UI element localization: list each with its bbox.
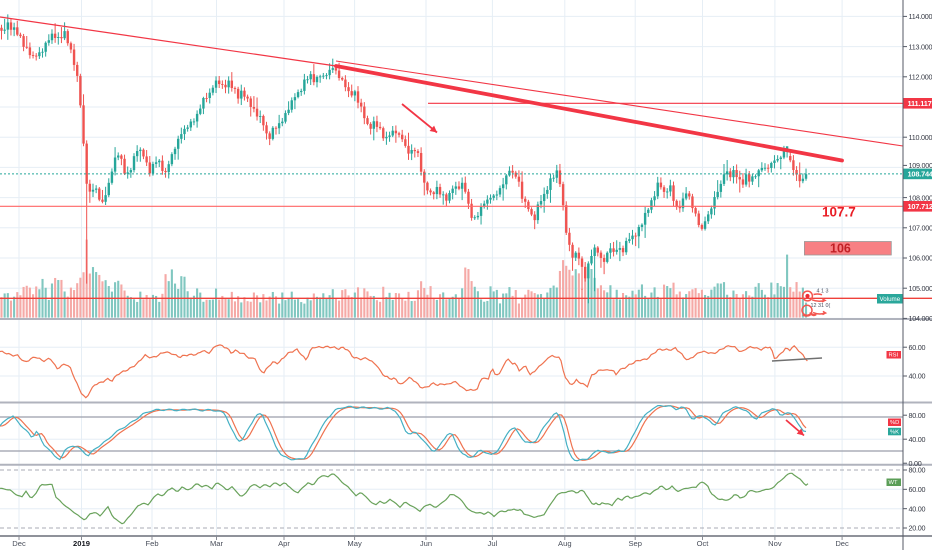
svg-text:Aug: Aug: [558, 539, 572, 548]
svg-text:60.00: 60.00: [909, 343, 926, 352]
svg-text:Jul: Jul: [488, 539, 498, 548]
svg-text:80.00: 80.00: [909, 411, 926, 420]
svg-text:40.00: 40.00: [909, 372, 926, 381]
svg-text:%D: %D: [890, 420, 899, 426]
svg-text:112.000: 112.000: [909, 73, 932, 82]
svg-text:Mar: Mar: [210, 539, 224, 548]
svg-text:106.000: 106.000: [909, 254, 932, 263]
svg-text:Volume: Volume: [880, 296, 901, 303]
svg-text:113.000: 113.000: [909, 42, 932, 51]
svg-text:60.00: 60.00: [909, 485, 926, 494]
svg-text:109.000: 109.000: [909, 161, 932, 170]
svg-text:114.000: 114.000: [909, 12, 932, 21]
svg-text:110.000: 110.000: [909, 133, 932, 142]
svg-text:105.000: 105.000: [909, 284, 932, 293]
svg-text:Apr: Apr: [278, 539, 290, 548]
svg-text:107.712: 107.712: [908, 202, 932, 211]
svg-text:Feb: Feb: [145, 539, 158, 548]
svg-text:107.7: 107.7: [822, 205, 856, 220]
svg-text:104.000: 104.000: [909, 314, 932, 323]
svg-text:Sep: Sep: [628, 539, 642, 548]
svg-text:0.00: 0.00: [909, 459, 922, 468]
svg-text:108.000: 108.000: [909, 193, 932, 202]
svg-text:WT: WT: [889, 480, 898, 486]
svg-text:Oct: Oct: [697, 539, 710, 548]
svg-text:80.00: 80.00: [909, 466, 926, 475]
svg-text:May: May: [347, 539, 362, 548]
svg-text:107.000: 107.000: [909, 224, 932, 233]
svg-text:Dec: Dec: [835, 539, 849, 548]
svg-text:106: 106: [830, 242, 851, 256]
svg-text:108.744: 108.744: [908, 170, 932, 179]
svg-text:2019: 2019: [73, 539, 90, 548]
svg-text:40.00: 40.00: [909, 504, 926, 513]
svg-text:Nov: Nov: [768, 539, 782, 548]
svg-text:Dec: Dec: [12, 539, 26, 548]
svg-text:111.117: 111.117: [908, 99, 932, 108]
svg-text:40.00: 40.00: [909, 435, 926, 444]
svg-text:20.00: 20.00: [909, 524, 926, 533]
svg-text:%K: %K: [890, 430, 899, 436]
svg-text:4 1 3: 4 1 3: [817, 288, 829, 294]
svg-text:RSI: RSI: [889, 353, 899, 359]
svg-text:Jun: Jun: [420, 539, 432, 548]
svg-text:12 31 0(: 12 31 0(: [811, 303, 831, 309]
